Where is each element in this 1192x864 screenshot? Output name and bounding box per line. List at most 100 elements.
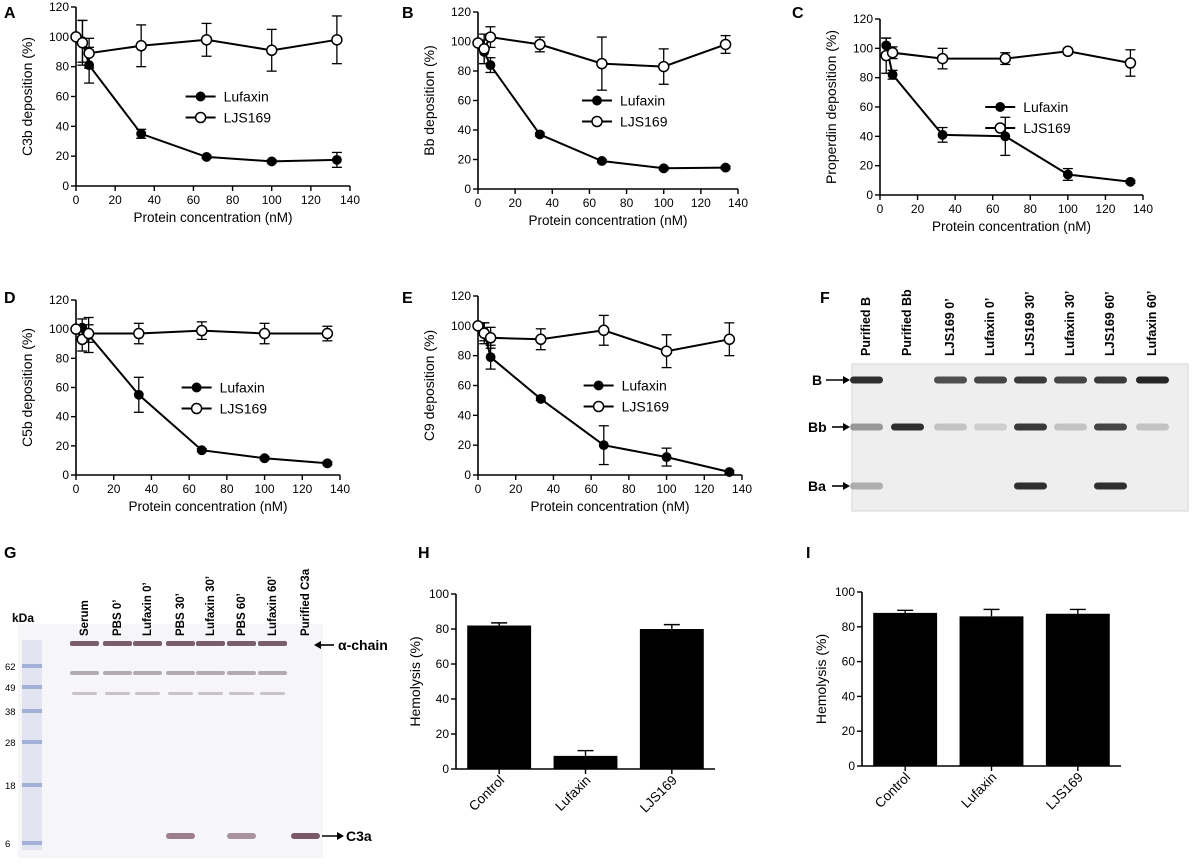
x-tick-label-a: 120: [301, 193, 321, 207]
bar-ljs169-i: [1045, 613, 1110, 766]
category-label-ljs169-i: LJS169: [1043, 770, 1086, 813]
band-ba: [1014, 482, 1047, 490]
ladder-band: [22, 685, 42, 689]
x-tick-label-a: 0: [73, 193, 80, 207]
legend-marker-lufaxin-e: [593, 380, 604, 391]
legend-label-lufaxin-e: Lufaxin: [622, 378, 667, 394]
y-tick-label-c: 20: [860, 159, 874, 173]
legend-marker-ljs169-d: [190, 402, 203, 415]
x-tick-label-a: 40: [148, 193, 162, 207]
data-point-ljs169-d: [321, 327, 334, 340]
panel-letter-c: C: [792, 5, 804, 22]
x-axis-label-b: Protein concentration (nM): [528, 213, 687, 228]
ladder-band: [22, 740, 42, 744]
panel-letter-h: H: [418, 545, 430, 562]
y-tick-label-h: 20: [436, 727, 450, 741]
panel-letter-d: D: [4, 290, 16, 307]
y-tick-label-i: 20: [842, 724, 856, 738]
marker-label: 38: [5, 707, 16, 718]
panel-letter-i: I: [806, 545, 810, 562]
chart-i: 0 20 40 60 80 100 Hemolysis (%) Control Lufaxin L…: [813, 585, 1121, 813]
y-tick-label-a: 120: [49, 0, 69, 14]
band-label-bb: Bb: [808, 419, 827, 435]
y-tick-label-i: 80: [842, 620, 856, 634]
lane-label-f: Lufaxin 0’: [983, 298, 997, 356]
x-tick-label-d: 40: [145, 482, 159, 496]
band-bb: [1094, 423, 1127, 431]
data-point-ljs169-a: [76, 37, 89, 49]
band-b: [1014, 376, 1047, 384]
legend-label-lufaxin-a: Lufaxin: [224, 89, 269, 105]
y-tick-label-b: 60: [458, 94, 472, 108]
line-charts: 0 20 40 60 80 100 120 0 20 40 60 80 100 120 140 Protein…: [19, 0, 1153, 514]
blot-g-membrane: [18, 624, 323, 858]
series-line-lufaxin-c: [885, 45, 1131, 183]
y-tick-label-a: 80: [56, 60, 70, 74]
x-tick-label-d: 60: [182, 482, 196, 496]
y-tick-label-b: 100: [451, 35, 471, 49]
x-tick-label-b: 120: [691, 196, 711, 210]
x-tick-label-d: 140: [330, 482, 350, 496]
x-tick-label-c: 40: [948, 202, 962, 216]
legend-marker-ljs169-b: [591, 115, 603, 128]
y-axis-label-i: Hemolysis (%): [813, 634, 829, 724]
y-tick-label-h: 80: [436, 622, 450, 636]
bar-control-i: [873, 612, 938, 766]
x-tick-label-b: 60: [583, 196, 597, 210]
band-alpha-chain: [227, 641, 256, 646]
band-alpha-chain: [133, 641, 162, 646]
band-label-ba: Ba: [808, 478, 826, 494]
arrow-icon: [337, 832, 344, 840]
legend-label-ljs169-a: LJS169: [224, 110, 272, 126]
bar-charts: 0 20 40 60 80 100 Hemolysis (%) Control Lufaxin L…: [407, 585, 1121, 816]
marker-label: 28: [5, 738, 16, 749]
band-alpha-chain: [196, 641, 225, 646]
lane-label-f: Lufaxin 30’: [1063, 291, 1077, 356]
y-tick-label-e: 0: [464, 468, 471, 482]
legend-marker-ljs169-e: [592, 400, 605, 413]
x-tick-label-e: 80: [622, 482, 636, 496]
band-label-b: B: [812, 372, 822, 388]
data-point-lufaxin-b: [596, 156, 607, 166]
band-b: [1136, 376, 1169, 384]
lane-label-g: Lufaxin 30’: [205, 576, 217, 636]
data-point-lufaxin-d: [322, 458, 333, 469]
x-tick-label-e: 40: [547, 482, 561, 496]
y-tick-label-e: 60: [458, 379, 472, 393]
data-point-lufaxin-d: [196, 445, 207, 456]
band-serum: [105, 692, 130, 695]
legend-marker-ljs169-c: [994, 122, 1006, 134]
y-axis-label-h: Hemolysis (%): [407, 636, 423, 726]
bar-lufaxin-h: [553, 755, 618, 769]
x-tick-label-e: 120: [694, 482, 714, 496]
lane-label-g: Purified C3a: [300, 568, 312, 636]
data-point-ljs169-c: [936, 52, 949, 65]
panel-letters: A B C D E F G H I: [4, 5, 830, 562]
ladder-band: [22, 783, 42, 787]
x-tick-label-e: 140: [732, 482, 752, 496]
y-tick-label-c: 100: [853, 41, 873, 55]
x-tick-label-d: 80: [220, 482, 234, 496]
band-bb: [850, 423, 883, 431]
x-tick-label-d: 0: [73, 482, 80, 496]
data-point-lufaxin-e: [485, 352, 496, 363]
ladder-band: [22, 664, 42, 668]
y-tick-label-h: 40: [436, 692, 450, 706]
data-point-lufaxin-c: [1000, 131, 1011, 142]
data-point-ljs169-b: [478, 43, 490, 55]
data-point-lufaxin-b: [534, 129, 545, 140]
data-point-ljs169-d: [133, 327, 145, 340]
data-point-lufaxin-d: [259, 453, 270, 464]
x-axis-label-d: Protein concentration (nM): [128, 499, 287, 514]
data-point-ljs169-b: [657, 60, 670, 73]
lane-label-g: Lufaxin 0’: [142, 582, 154, 636]
x-tick-label-b: 20: [508, 196, 522, 210]
band-c3a: [166, 833, 195, 839]
lane-label-f: Purified Bb: [900, 289, 914, 356]
band-ba: [1094, 482, 1127, 490]
marker-label: 62: [5, 662, 16, 673]
legend-label-lufaxin-b: Lufaxin: [620, 93, 665, 109]
data-point-ljs169-b: [596, 57, 608, 70]
x-tick-label-c: 60: [986, 202, 1000, 216]
